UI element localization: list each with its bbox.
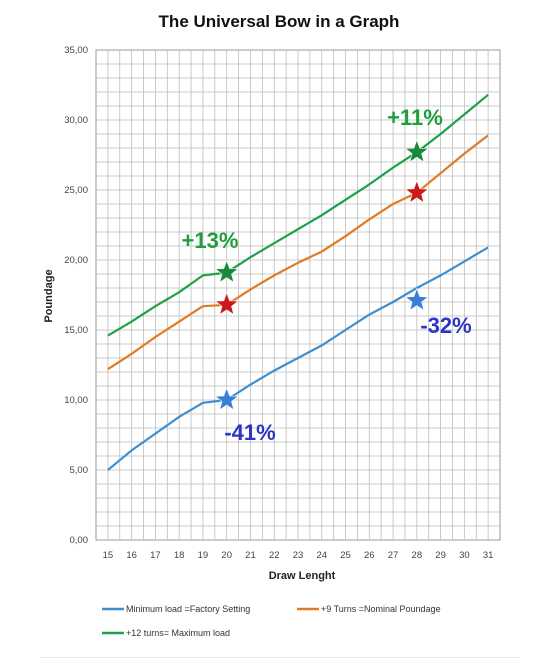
series-line-2 — [107, 134, 489, 371]
x-tick-label: 28 — [412, 550, 423, 561]
legend: Minimum load =Factory Setting +9 Turns =N… — [102, 604, 441, 638]
series-line-3 — [107, 93, 489, 337]
x-tick-label: 27 — [388, 550, 399, 561]
x-axis-ticks: 15 16 17 18 19 20 21 22 23 24 25 26 27 28 29 30 31 — [103, 550, 494, 561]
y-axis-ticks: 0,00 5,00 10,00 15,00 20,00 25,00 30,00 35,00 — [64, 45, 88, 546]
x-tick-label: 20 — [221, 550, 232, 561]
star-icon — [404, 287, 430, 312]
star-icon — [214, 259, 239, 284]
legend-label: +9 Turns =Nominal Poundage — [321, 604, 441, 614]
x-tick-label: 30 — [459, 550, 470, 561]
x-tick-label: 24 — [316, 550, 327, 561]
y-tick-label: 5,00 — [70, 465, 89, 476]
legend-label: +12 turns= Maximum load — [126, 628, 230, 638]
series-line-1 — [107, 246, 489, 471]
x-tick-label: 16 — [126, 550, 137, 561]
y-tick-label: 35,00 — [64, 45, 88, 56]
annotation-label: -41% — [224, 420, 275, 445]
y-tick-label: 15,00 — [64, 325, 88, 336]
annotation-label: +13% — [182, 228, 239, 253]
x-tick-label: 25 — [340, 550, 351, 561]
chart-title: The Universal Bow in a Graph — [158, 12, 400, 31]
annotations: +13% +11% -41% -32% — [182, 105, 472, 445]
y-tick-label: 25,00 — [64, 185, 88, 196]
y-tick-label: 20,00 — [64, 255, 88, 266]
y-axis-label: Poundage — [43, 269, 55, 322]
annotation-label: +11% — [387, 105, 443, 130]
series-lines — [107, 93, 489, 471]
x-tick-label: 31 — [483, 550, 494, 561]
bottom-divider — [40, 657, 520, 658]
y-tick-label: 30,00 — [64, 115, 88, 126]
x-tick-label: 26 — [364, 550, 375, 561]
legend-label: Minimum load =Factory Setting — [126, 604, 250, 614]
y-tick-label: 10,00 — [64, 395, 88, 406]
star-icon — [404, 139, 430, 163]
x-tick-label: 29 — [435, 550, 446, 561]
star-markers — [214, 139, 430, 411]
x-tick-label: 19 — [198, 550, 209, 561]
x-tick-label: 18 — [174, 550, 185, 561]
grid — [95, 49, 501, 541]
x-tick-label: 22 — [269, 550, 280, 561]
star-icon — [214, 387, 239, 411]
x-tick-label: 23 — [293, 550, 304, 561]
x-tick-label: 21 — [245, 550, 256, 561]
x-axis-label: Draw Lenght — [269, 570, 336, 582]
x-tick-label: 17 — [150, 550, 161, 561]
y-tick-label: 0,00 — [70, 535, 89, 546]
x-tick-label: 15 — [103, 550, 114, 561]
star-icon — [404, 179, 430, 204]
annotation-label: -32% — [420, 313, 471, 338]
star-icon — [214, 291, 239, 316]
